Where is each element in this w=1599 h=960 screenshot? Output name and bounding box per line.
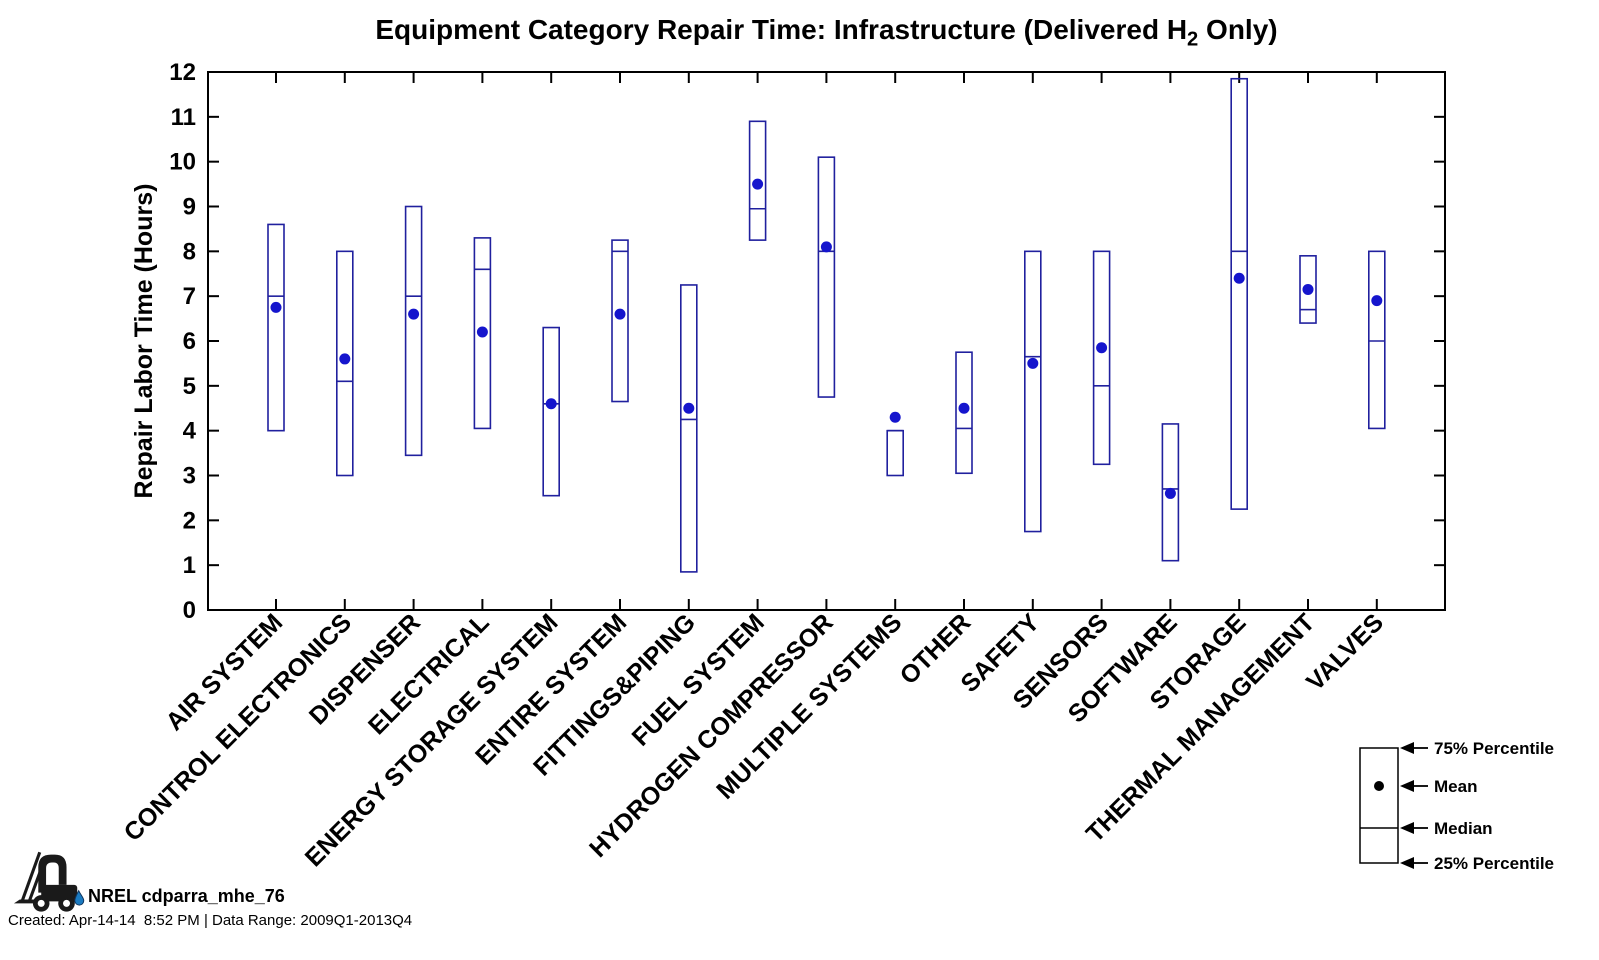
y-tick-label-3: 3 <box>183 463 196 490</box>
mean-dot <box>958 402 970 414</box>
iqr-box <box>1299 255 1317 324</box>
mean-dot <box>1302 283 1314 295</box>
box-thermal-management <box>1299 255 1317 324</box>
box-energy-storage-system <box>542 326 561 497</box>
legend-box <box>1359 747 1399 864</box>
mean-dot <box>1027 357 1039 369</box>
legend-label-mean: Mean <box>1434 777 1477 796</box>
rear-wheel-hub <box>37 899 45 907</box>
legend-arrow-head <box>1400 822 1414 834</box>
y-tick-label-4: 4 <box>183 418 197 445</box>
mean-dot <box>1233 272 1245 284</box>
mean-dot <box>408 308 420 320</box>
iqr-box <box>748 120 767 241</box>
iqr-box <box>404 205 423 457</box>
box-multiple-systems <box>886 411 905 477</box>
box-control-electronics <box>335 250 354 477</box>
mean-dot <box>476 326 488 338</box>
source-label: NREL cdparra_mhe_76 <box>88 886 285 906</box>
x-label-air-system: AIR SYSTEM <box>160 608 288 736</box>
box-hydrogen-compressor <box>817 156 836 398</box>
legend-label-median: Median <box>1434 819 1493 838</box>
iqr-box <box>267 223 285 432</box>
iqr-box <box>542 326 561 497</box>
water-drop-icon <box>74 889 85 906</box>
y-tick-label-5: 5 <box>183 373 196 400</box>
mean-dot <box>889 411 901 423</box>
box-air-system <box>267 223 285 432</box>
box-dispenser <box>404 205 423 457</box>
box-storage <box>1230 77 1248 510</box>
iqr-box <box>335 250 354 477</box>
box-software <box>1161 423 1180 562</box>
legend-label-25-percentile: 25% Percentile <box>1434 854 1554 873</box>
y-tick-label-11: 11 <box>171 104 196 131</box>
plot-border <box>207 71 1446 611</box>
y-tick-label-7: 7 <box>183 283 196 310</box>
mast-line-1 <box>20 851 42 902</box>
y-tick-label-12: 12 <box>169 59 196 86</box>
y-axis-label: Repair Labor Time (Hours) <box>130 184 158 499</box>
chart-title-subscript: 2 <box>1187 28 1199 51</box>
x-label-valves: VALVES <box>1301 608 1389 696</box>
y-tick-label-9: 9 <box>183 194 196 221</box>
iqr-box <box>1161 423 1180 562</box>
legend-mean-dot <box>1374 781 1384 791</box>
iqr-box <box>1024 250 1042 533</box>
mean-dot <box>752 178 764 190</box>
mean-dot <box>683 402 695 414</box>
chart-title-suffix: Only) <box>1198 14 1278 45</box>
box-valves <box>1368 250 1386 430</box>
chart-title-text: Equipment Category Repair Time: Infrastr… <box>375 14 1188 45</box>
forklift-icon <box>13 851 85 912</box>
mean-dot <box>339 353 351 365</box>
iqr-box <box>473 237 492 430</box>
box-sensors <box>1092 250 1111 466</box>
legend-arrow-head <box>1400 742 1414 754</box>
forklift-body-group <box>13 851 85 912</box>
iqr-box <box>679 284 698 573</box>
mean-dot <box>1164 487 1176 499</box>
mean-dot <box>545 398 557 410</box>
x-label-energy-storage-system: ENERGY STORAGE SYSTEM <box>300 608 564 872</box>
iqr-box <box>886 429 905 477</box>
iqr-box <box>955 351 973 475</box>
x-label-electrical: ELECTRICAL <box>363 608 495 740</box>
y-tick-label-1: 1 <box>183 552 196 579</box>
iqr-box <box>611 239 629 403</box>
iqr-box <box>817 156 836 398</box>
legend: 75% Percentile Mean Median 25% Percentile <box>1359 739 1554 873</box>
mean-dot <box>270 301 282 313</box>
iqr-box <box>1368 250 1386 430</box>
y-tick-label-10: 10 <box>169 149 196 176</box>
mean-dot <box>820 241 832 253</box>
mean-dot <box>614 308 626 320</box>
cab-arch <box>38 854 67 893</box>
iqr-box <box>1230 77 1248 510</box>
box-electrical <box>473 237 492 430</box>
box-fuel-system <box>748 120 767 241</box>
mean-dot <box>1096 342 1108 354</box>
created-timestamp: Created: Apr-14-14 8:52 PM | Data Range:… <box>8 912 413 929</box>
y-tick-label-6: 6 <box>183 328 196 355</box>
legend-label-75-percentile: 75% Percentile <box>1434 739 1554 758</box>
box-other <box>955 351 973 475</box>
legend-arrow-head <box>1400 780 1414 792</box>
y-tick-label-0: 0 <box>183 597 196 624</box>
legend-arrow-head <box>1400 857 1414 869</box>
box-fittings-piping <box>679 284 698 573</box>
chart-title: Equipment Category Repair Time: Infrastr… <box>208 14 1445 52</box>
mean-dot <box>1371 295 1383 307</box>
iqr-box <box>1092 250 1111 466</box>
front-wheel-hub <box>63 899 71 907</box>
box-entire-system <box>611 239 629 403</box>
box-safety <box>1024 250 1042 533</box>
y-tick-label-2: 2 <box>183 507 196 534</box>
y-tick-label-8: 8 <box>183 238 196 265</box>
